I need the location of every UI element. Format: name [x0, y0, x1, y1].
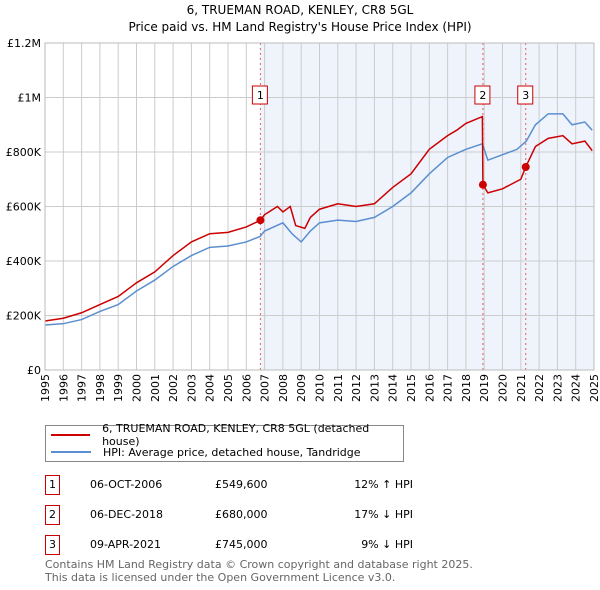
sale-date: 06-DEC-2018	[90, 508, 164, 521]
x-tick-label: 2001	[149, 374, 162, 402]
x-tick-label: 2013	[368, 374, 381, 402]
sale-marker-label: 3	[522, 89, 529, 102]
x-tick-label: 2015	[405, 374, 418, 402]
x-tick-label: 2002	[167, 374, 180, 402]
x-tick-label: 2014	[387, 374, 400, 402]
x-tick-label: 1995	[39, 374, 52, 402]
footer: Contains HM Land Registry data © Crown c…	[45, 558, 473, 584]
y-tick-label: £0	[27, 364, 41, 377]
x-tick-label: 2008	[277, 374, 290, 402]
legend-label: 6, TRUEMAN ROAD, KENLEY, CR8 5GL (detach…	[102, 422, 370, 448]
x-tick-label: 2022	[533, 374, 546, 402]
footer-line: Contains HM Land Registry data © Crown c…	[45, 558, 473, 571]
chart-subtitle: Price paid vs. HM Land Registry's House …	[128, 20, 471, 34]
sale-number: 1	[45, 475, 60, 495]
sale-point	[256, 216, 265, 225]
y-tick-label: £1.2M	[7, 37, 41, 50]
x-tick-label: 1996	[57, 374, 70, 402]
y-tick-label: £1M	[18, 92, 42, 105]
x-tick-label: 2003	[185, 374, 198, 402]
legend: 6, TRUEMAN ROAD, KENLEY, CR8 5GL (detach…	[45, 422, 404, 462]
sale-point	[521, 162, 530, 171]
sale-date: 06-OCT-2006	[90, 478, 163, 491]
sale-number: 2	[45, 505, 60, 525]
sale-price: £549,600	[215, 478, 268, 491]
x-tick-label: 2004	[204, 374, 217, 402]
y-tick-label: £200K	[6, 310, 42, 323]
y-tick-label: £600K	[6, 201, 42, 214]
x-tick-label: 2021	[515, 374, 528, 402]
x-tick-label: 1998	[94, 374, 107, 402]
sale-row: 1 06-OCT-2006 £549,600 12% ↑ HPI	[45, 475, 445, 495]
property-price-line	[44, 115, 593, 322]
x-tick-label: 2006	[240, 374, 253, 402]
sale-marker-label: 2	[479, 89, 486, 102]
sale-row: 3 09-APR-2021 £745,000 9% ↓ HPI	[45, 535, 445, 555]
sale-price: £680,000	[215, 508, 268, 521]
x-tick-label: 2023	[551, 374, 564, 402]
sale-point	[478, 180, 487, 189]
chart-title: 6, TRUEMAN ROAD, KENLEY, CR8 5GL	[187, 3, 414, 17]
sale-hpi-diff: 17% ↓ HPI	[354, 508, 413, 521]
x-tick-label: 2019	[478, 374, 491, 402]
footer-line: This data is licensed under the Open Gov…	[45, 571, 396, 584]
sale-hpi-diff: 12% ↑ HPI	[354, 478, 413, 491]
x-tick-label: 2020	[497, 374, 510, 402]
x-tick-label: 2012	[350, 374, 363, 402]
red-line-swatch	[51, 434, 91, 436]
hpi-line	[44, 113, 593, 326]
y-tick-label: £800K	[6, 146, 42, 159]
x-tick-label: 2017	[442, 374, 455, 402]
y-tick-label: £400K	[6, 255, 42, 268]
x-tick-label: 2005	[222, 374, 235, 402]
legend-label: HPI: Average price, detached house, Tand…	[103, 445, 361, 459]
sale-number: 3	[45, 535, 60, 555]
x-tick-label: 2018	[460, 374, 473, 402]
sale-marker-box	[251, 85, 268, 105]
blue-line-swatch	[51, 451, 91, 453]
plot-border	[44, 42, 595, 371]
price-chart: 6, TRUEMAN ROAD, KENLEY, CR8 5GL Price p…	[6, 3, 600, 402]
sale-marker-box	[517, 85, 534, 105]
x-tick-label: 2025	[588, 374, 600, 402]
x-tick-label: 2000	[131, 374, 144, 402]
x-tick-label: 2007	[259, 374, 272, 402]
legend-item-hpi: HPI: Average price, detached house, Tand…	[46, 444, 361, 460]
x-tick-label: 1997	[76, 374, 89, 402]
x-tick-label: 2009	[295, 374, 308, 402]
x-tick-label: 2011	[332, 374, 345, 402]
sale-price: £745,000	[215, 538, 268, 551]
sale-marker-box	[474, 85, 491, 105]
x-tick-label: 2010	[314, 374, 327, 402]
sale-marker-label: 1	[257, 89, 264, 102]
x-tick-label: 2016	[423, 374, 436, 402]
sale-row: 2 06-DEC-2018 £680,000 17% ↓ HPI	[45, 505, 445, 525]
sale-hpi-diff: 9% ↓ HPI	[361, 538, 413, 551]
sale-date: 09-APR-2021	[90, 538, 162, 551]
x-tick-label: 1999	[112, 374, 125, 402]
legend-item-property: 6, TRUEMAN ROAD, KENLEY, CR8 5GL (detach…	[46, 422, 403, 448]
x-tick-label: 2024	[570, 374, 583, 402]
